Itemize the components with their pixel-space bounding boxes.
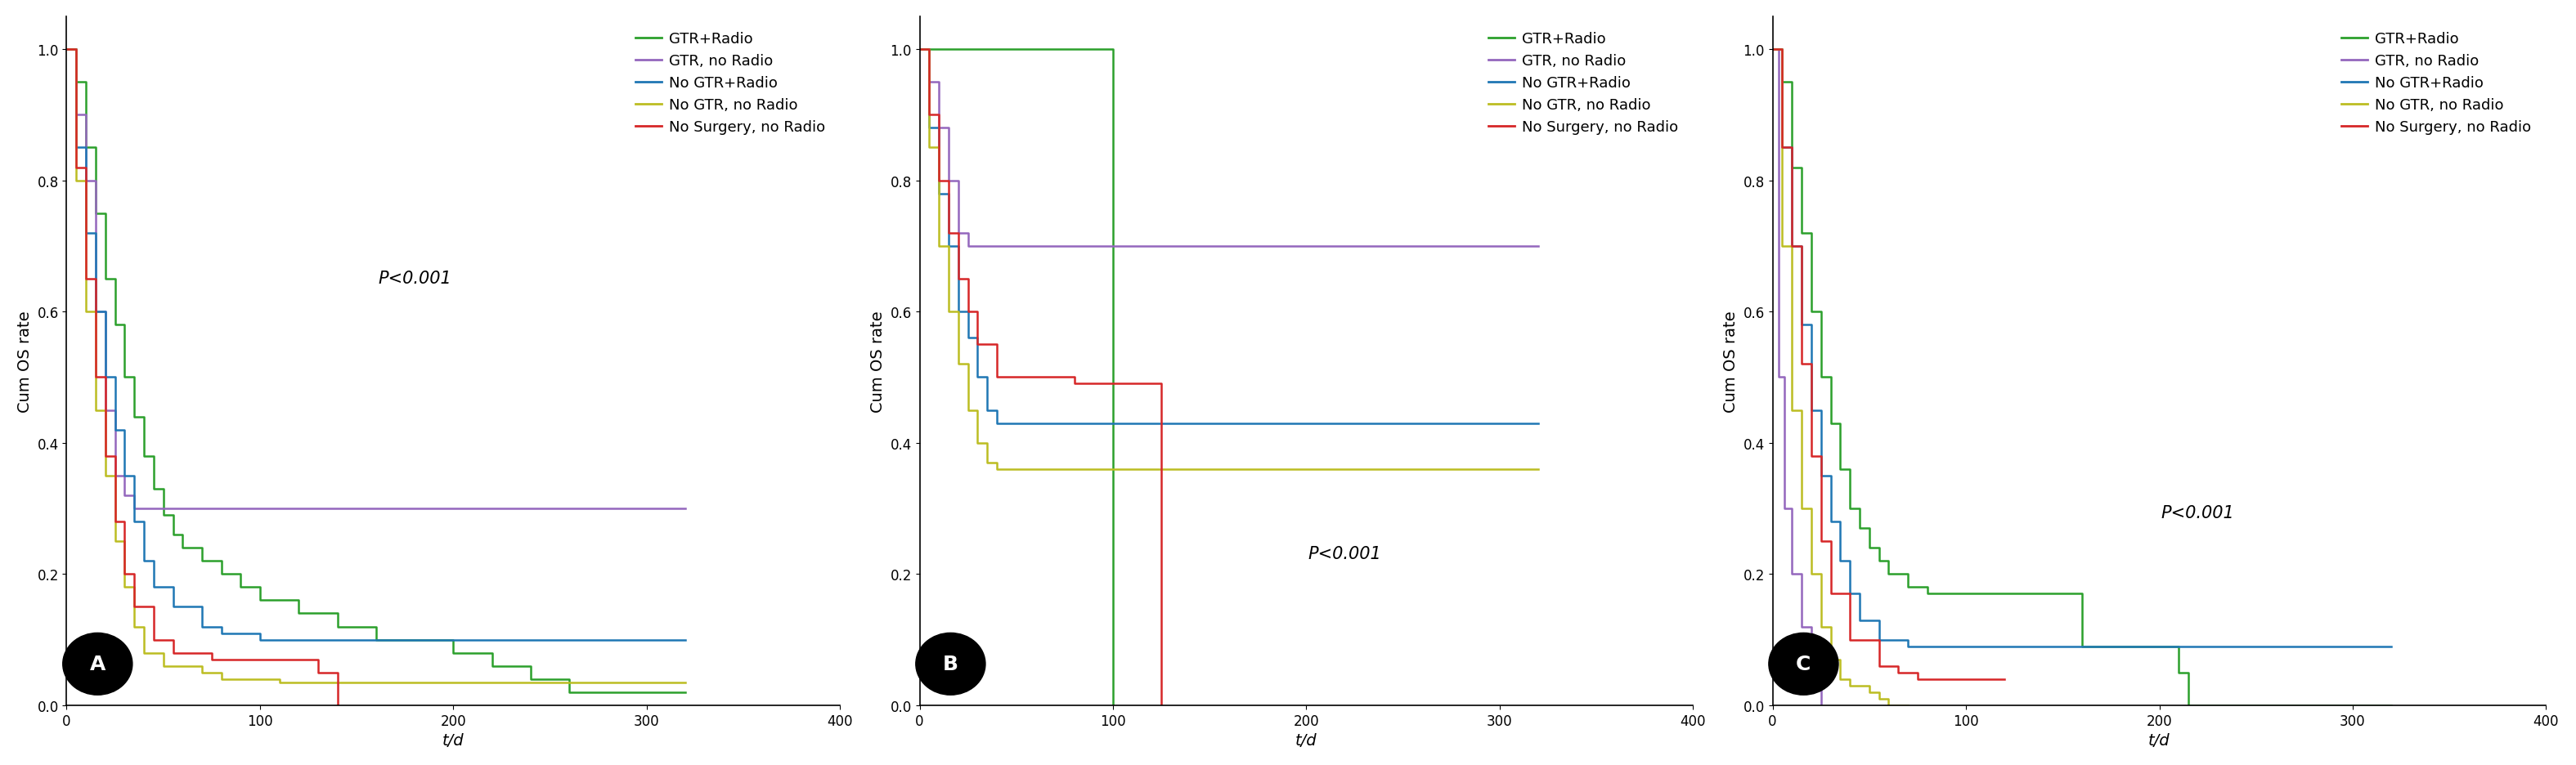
Y-axis label: Cum OS rate: Cum OS rate [871, 311, 886, 412]
Text: P<0.001: P<0.001 [379, 270, 451, 287]
X-axis label: t/d: t/d [2148, 732, 2169, 748]
Text: P<0.001: P<0.001 [2161, 504, 2236, 521]
Legend: GTR+Radio, GTR, no Radio, No GTR+Radio, No GTR, no Radio, No Surgery, no Radio: GTR+Radio, GTR, no Radio, No GTR+Radio, … [2334, 24, 2540, 142]
Text: P<0.001: P<0.001 [1309, 545, 1381, 562]
Text: B: B [943, 654, 958, 674]
X-axis label: t/d: t/d [1296, 732, 1316, 748]
Legend: GTR+Radio, GTR, no Radio, No GTR+Radio, No GTR, no Radio, No Surgery, no Radio: GTR+Radio, GTR, no Radio, No GTR+Radio, … [629, 24, 832, 142]
Circle shape [62, 633, 131, 695]
Circle shape [914, 633, 987, 695]
Circle shape [1770, 633, 1839, 695]
X-axis label: t/d: t/d [443, 732, 464, 748]
Text: C: C [1795, 654, 1811, 674]
Y-axis label: Cum OS rate: Cum OS rate [18, 311, 33, 412]
Legend: GTR+Radio, GTR, no Radio, No GTR+Radio, No GTR, no Radio, No Surgery, no Radio: GTR+Radio, GTR, no Radio, No GTR+Radio, … [1481, 24, 1685, 142]
Y-axis label: Cum OS rate: Cum OS rate [1723, 311, 1739, 412]
Text: A: A [90, 654, 106, 674]
